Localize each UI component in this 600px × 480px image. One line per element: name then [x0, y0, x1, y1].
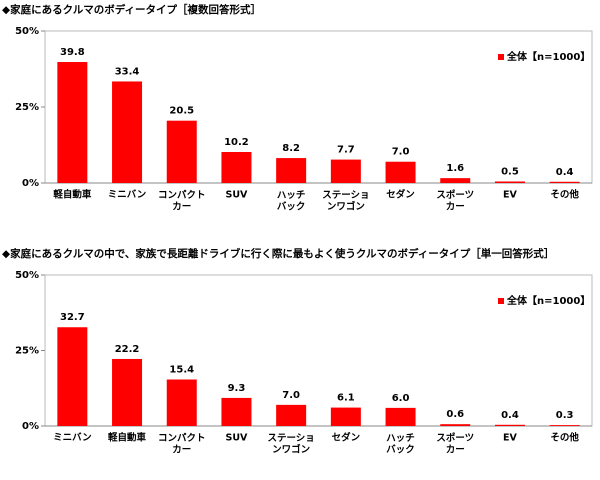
- bar: [494, 424, 525, 426]
- value-label: 0.3: [556, 410, 574, 421]
- bar: [385, 407, 416, 426]
- bar: [221, 151, 252, 183]
- value-label: 10.2: [224, 137, 249, 148]
- x-tick-label: 軽自動車: [53, 189, 92, 201]
- x-tick-label: セダン: [332, 432, 361, 444]
- x-tick-label: SUV: [225, 433, 248, 444]
- value-label: 0.4: [556, 167, 574, 178]
- chart-title: ◆家庭にあるクルマの中で、家族で長距離ドライブに行く際に最もよく使うクルマのボデ…: [2, 247, 554, 260]
- bar: [494, 181, 525, 183]
- bar: [112, 358, 143, 426]
- bar: [440, 424, 471, 426]
- x-tick-label: その他: [550, 432, 579, 444]
- y-tick-label: 50%: [15, 270, 39, 281]
- value-label: 7.0: [392, 147, 410, 158]
- x-tick-label: EV: [503, 433, 517, 444]
- value-label: 39.8: [60, 47, 85, 58]
- x-tick-label: ステーションワゴン: [267, 433, 314, 455]
- y-tick-label: 50%: [15, 26, 39, 37]
- value-label: 0.4: [501, 410, 519, 421]
- value-label: 6.0: [392, 393, 410, 404]
- bar: [166, 120, 197, 183]
- bar: [330, 159, 361, 183]
- y-tick-label: 0%: [22, 178, 39, 189]
- x-tick-label: コンパクトカー: [158, 189, 206, 212]
- value-label: 7.7: [337, 145, 355, 156]
- value-label: 33.4: [115, 66, 140, 77]
- value-label: 32.7: [60, 312, 85, 323]
- bar: [276, 158, 307, 183]
- x-tick-label: ミニバン: [53, 432, 91, 444]
- bar: [440, 178, 471, 183]
- x-tick-label: ハッチバック: [277, 190, 306, 212]
- bar: [57, 62, 88, 184]
- value-label: 20.5: [169, 106, 194, 117]
- bar: [549, 425, 580, 426]
- value-label: 0.5: [501, 166, 519, 177]
- y-tick-label: 0%: [22, 421, 39, 432]
- legend-swatch: [498, 54, 504, 60]
- bar: [330, 407, 361, 426]
- x-tick-label: スポーツカー: [436, 432, 474, 455]
- x-tick-label: コンパクトカー: [158, 432, 206, 455]
- chart-title: ◆家庭にあるクルマのボディータイプ［複数回答形式］: [2, 3, 261, 16]
- x-tick-label: EV: [503, 190, 517, 201]
- legend-label: 全体【n=1000】: [506, 294, 590, 307]
- value-label: 0.6: [446, 409, 464, 420]
- x-tick-label: セダン: [386, 189, 415, 201]
- value-label: 9.3: [228, 383, 246, 394]
- value-label: 22.2: [115, 344, 140, 355]
- value-label: 8.2: [282, 143, 300, 154]
- y-tick-label: 25%: [15, 102, 39, 113]
- value-label: 1.6: [446, 163, 464, 174]
- bar: [112, 81, 143, 183]
- bar: [276, 404, 307, 426]
- value-label: 6.1: [337, 393, 355, 404]
- bar: [57, 327, 88, 426]
- x-tick-label: 軽自動車: [108, 432, 147, 444]
- bar: [385, 161, 416, 183]
- value-label: 7.0: [282, 390, 300, 401]
- value-label: 15.4: [169, 364, 194, 375]
- x-tick-label: ミニバン: [108, 189, 146, 201]
- y-tick-label: 25%: [15, 346, 39, 357]
- x-tick-label: SUV: [225, 190, 248, 201]
- bar: [221, 397, 252, 426]
- x-tick-label: スポーツカー: [436, 189, 474, 212]
- legend-swatch: [498, 298, 504, 304]
- x-tick-label: ハッチバック: [386, 433, 415, 455]
- bar: [166, 379, 197, 426]
- legend-label: 全体【n=1000】: [506, 50, 590, 63]
- bar: [549, 181, 580, 183]
- x-tick-label: その他: [550, 189, 579, 201]
- x-tick-label: ステーションワゴン: [322, 190, 369, 212]
